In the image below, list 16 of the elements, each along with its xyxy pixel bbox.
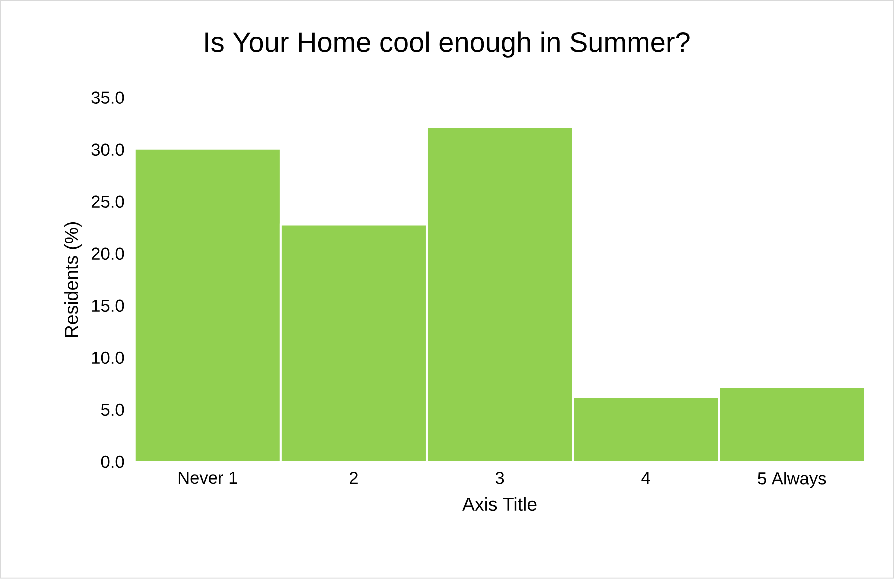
- y-tick-label: 35.0: [92, 92, 124, 104]
- y-tick-label: 20.0: [92, 248, 124, 260]
- y-tick-label: 10.0: [92, 352, 124, 364]
- y-tick-label: 0.0: [101, 456, 124, 468]
- x-tick-label: 2: [350, 472, 358, 484]
- y-tick-label: 15.0: [92, 300, 124, 312]
- x-tick-label: Never 1: [178, 472, 238, 484]
- x-tick-label: 3: [496, 472, 504, 484]
- x-axis-title: Axis Title: [462, 497, 537, 512]
- y-tick-label: 5.0: [101, 404, 124, 416]
- y-tick-label: 30.0: [92, 144, 124, 156]
- x-tick-label: 4: [642, 472, 650, 484]
- x-tick-label: 5 Always: [758, 472, 826, 488]
- y-tick-label: 25.0: [92, 196, 124, 208]
- chart-title: Is Your Home cool enough in Summer?: [206, 32, 690, 58]
- y-axis-title: Residents (%): [64, 222, 82, 338]
